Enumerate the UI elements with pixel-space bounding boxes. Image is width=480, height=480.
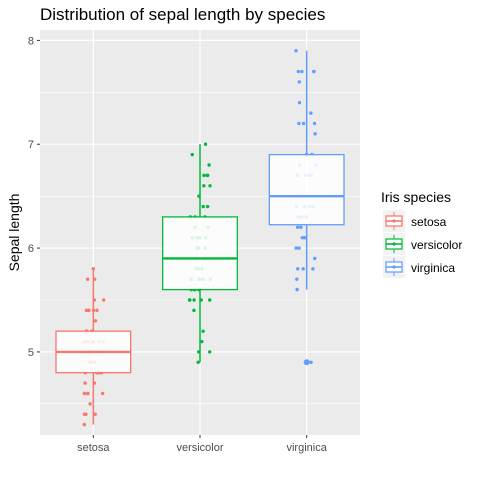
data-point xyxy=(297,100,302,105)
data-point xyxy=(202,184,206,188)
axes: 5 6 7 8 setosa versicolor virginica xyxy=(28,35,328,454)
data-point xyxy=(299,225,303,230)
y-tick-label: 8 xyxy=(28,35,34,47)
x-tick-label: setosa xyxy=(77,442,110,454)
x-tick-label: virginica xyxy=(286,442,327,454)
data-point xyxy=(301,267,305,271)
data-point xyxy=(93,319,98,323)
data-point xyxy=(208,184,212,188)
data-point xyxy=(95,308,99,313)
box-setosa xyxy=(55,268,132,425)
data-point xyxy=(294,49,298,53)
data-point xyxy=(201,204,205,209)
y-tick-label: 5 xyxy=(28,347,34,359)
data-point xyxy=(85,277,90,281)
y-tick-label: 6 xyxy=(28,243,34,255)
box-iqr xyxy=(268,153,345,226)
data-point xyxy=(101,298,106,302)
data-point xyxy=(196,360,200,365)
x-tick-label: versicolor xyxy=(176,442,223,454)
legend-item-versicolor: versicolor xyxy=(383,233,462,255)
data-point xyxy=(312,121,317,126)
legend-title: Iris species xyxy=(381,189,451,205)
data-point xyxy=(302,235,307,240)
data-point xyxy=(93,412,97,416)
box-iqr xyxy=(162,216,238,291)
legend-key-point xyxy=(392,265,396,269)
data-point xyxy=(201,329,205,333)
legend-item-setosa: setosa xyxy=(383,210,447,232)
legend-key-point xyxy=(392,242,396,246)
data-point xyxy=(297,121,301,126)
data-point xyxy=(294,246,298,250)
data-point xyxy=(309,360,313,365)
data-point xyxy=(88,402,92,406)
data-point xyxy=(208,350,212,354)
data-point xyxy=(202,173,206,178)
data-point xyxy=(205,173,210,178)
y-tick-label: 7 xyxy=(28,139,34,151)
data-point xyxy=(187,298,192,302)
data-point xyxy=(297,246,301,250)
data-point xyxy=(309,111,313,115)
box-layer xyxy=(55,50,345,425)
data-point xyxy=(208,298,212,302)
y-axis-title: Sepal length xyxy=(6,194,22,272)
data-point xyxy=(295,225,300,230)
data-point xyxy=(82,412,87,416)
box-virginica xyxy=(268,50,345,366)
data-point xyxy=(295,277,299,281)
legend-key-point xyxy=(392,219,396,223)
data-point xyxy=(205,204,210,209)
data-point xyxy=(296,267,300,271)
legend-label: versicolor xyxy=(411,238,462,252)
data-point xyxy=(207,163,211,167)
chart-title: Distribution of sepal length by species xyxy=(40,5,325,24)
data-point xyxy=(311,267,315,271)
data-point xyxy=(86,308,91,313)
outlier-point xyxy=(303,359,310,366)
data-point xyxy=(297,80,301,84)
data-point xyxy=(203,142,208,146)
data-point xyxy=(313,256,317,261)
data-point xyxy=(83,381,87,385)
legend-label: setosa xyxy=(411,215,447,229)
data-point xyxy=(101,391,105,396)
data-point xyxy=(190,152,194,157)
data-point xyxy=(295,287,299,292)
data-point xyxy=(82,391,87,396)
data-point xyxy=(91,267,96,271)
data-point xyxy=(301,121,306,126)
data-point xyxy=(86,391,90,396)
legend: Iris species setosa versicolor virginica xyxy=(381,189,462,278)
box-versicolor xyxy=(162,144,238,363)
data-point xyxy=(313,132,317,136)
data-point xyxy=(300,69,304,74)
data-point xyxy=(82,422,87,427)
data-point xyxy=(200,339,204,344)
legend-label: virginica xyxy=(411,261,455,275)
legend-item-virginica: virginica xyxy=(383,256,455,278)
data-point xyxy=(192,298,196,302)
data-point xyxy=(296,69,301,74)
data-point xyxy=(312,69,316,74)
data-point xyxy=(192,308,196,313)
